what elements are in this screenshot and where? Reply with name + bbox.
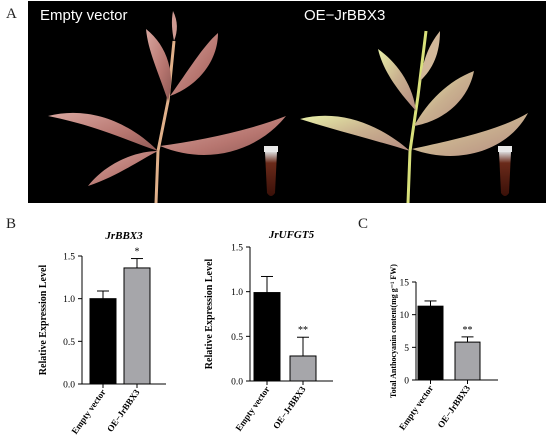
bar: [89, 298, 117, 385]
leaf-photo-drawing: [48, 11, 528, 203]
bar: [417, 305, 444, 381]
bar: [289, 355, 317, 382]
chart-1: JrBBX3 0.0 0.5 1.0 1.5 Relative Expression Le…: [38, 230, 166, 436]
y-tick-label: 15: [400, 279, 410, 289]
y-tick-label: 0.5: [231, 333, 243, 343]
significance-label: *: [135, 247, 140, 258]
significance-label: **: [298, 325, 308, 336]
bar: [123, 267, 151, 385]
y-tick-label: 1.5: [231, 244, 243, 254]
chart-title: JrUFGT5: [268, 229, 315, 241]
y-axis-label: Relative Expression Level: [38, 265, 49, 376]
y-tick-label: 1.5: [63, 253, 75, 263]
y-tick-label: 1.0: [63, 295, 75, 305]
y-tick-label: 0.0: [63, 381, 75, 391]
x-tick-label: Empty vector: [397, 383, 435, 432]
y-axis-label: Relative Expression Level: [204, 259, 215, 370]
photo-label-oe: OE−JrBBX3: [304, 7, 386, 24]
empty-vector-plant: [48, 11, 286, 203]
y-tick-label: 0: [404, 377, 409, 387]
empty-vector-tube: [264, 146, 278, 196]
bar: [454, 341, 481, 381]
chart-title: JrBBX3: [104, 230, 143, 242]
oe-tube: [498, 146, 512, 196]
oe-plant: [300, 30, 528, 203]
x-tick-label: Empty vector: [69, 387, 107, 436]
bar: [253, 292, 281, 382]
x-tick-label: OE−JrBBX3: [105, 387, 142, 434]
y-tick-label: 0.5: [63, 338, 75, 348]
chart-2: JrUFGT5 0.0 0.5 1.0 1.5 Relative Expression L…: [204, 229, 333, 433]
y-axis-label: Total Anthocyanin content(mg g⁻¹ FW): [389, 264, 398, 398]
leaf-photo: Empty vector OE−JrBBX3: [28, 1, 546, 203]
y-tick-label: 10: [400, 311, 410, 321]
panel-label-b: B: [6, 216, 17, 232]
panel-label-a: A: [6, 6, 17, 22]
panel-label-c: C: [358, 216, 369, 232]
photo-label-empty-vector: Empty vector: [40, 7, 128, 24]
x-tick-label: Empty vector: [233, 384, 271, 433]
significance-label: **: [463, 325, 473, 336]
y-tick-label: 0.0: [231, 378, 243, 388]
x-tick-label: OE−JrBBX3: [271, 384, 308, 431]
y-tick-label: 1.0: [231, 288, 243, 298]
x-tick-label: OE−JrBBX3: [435, 383, 472, 430]
y-tick-label: 5: [404, 344, 409, 354]
